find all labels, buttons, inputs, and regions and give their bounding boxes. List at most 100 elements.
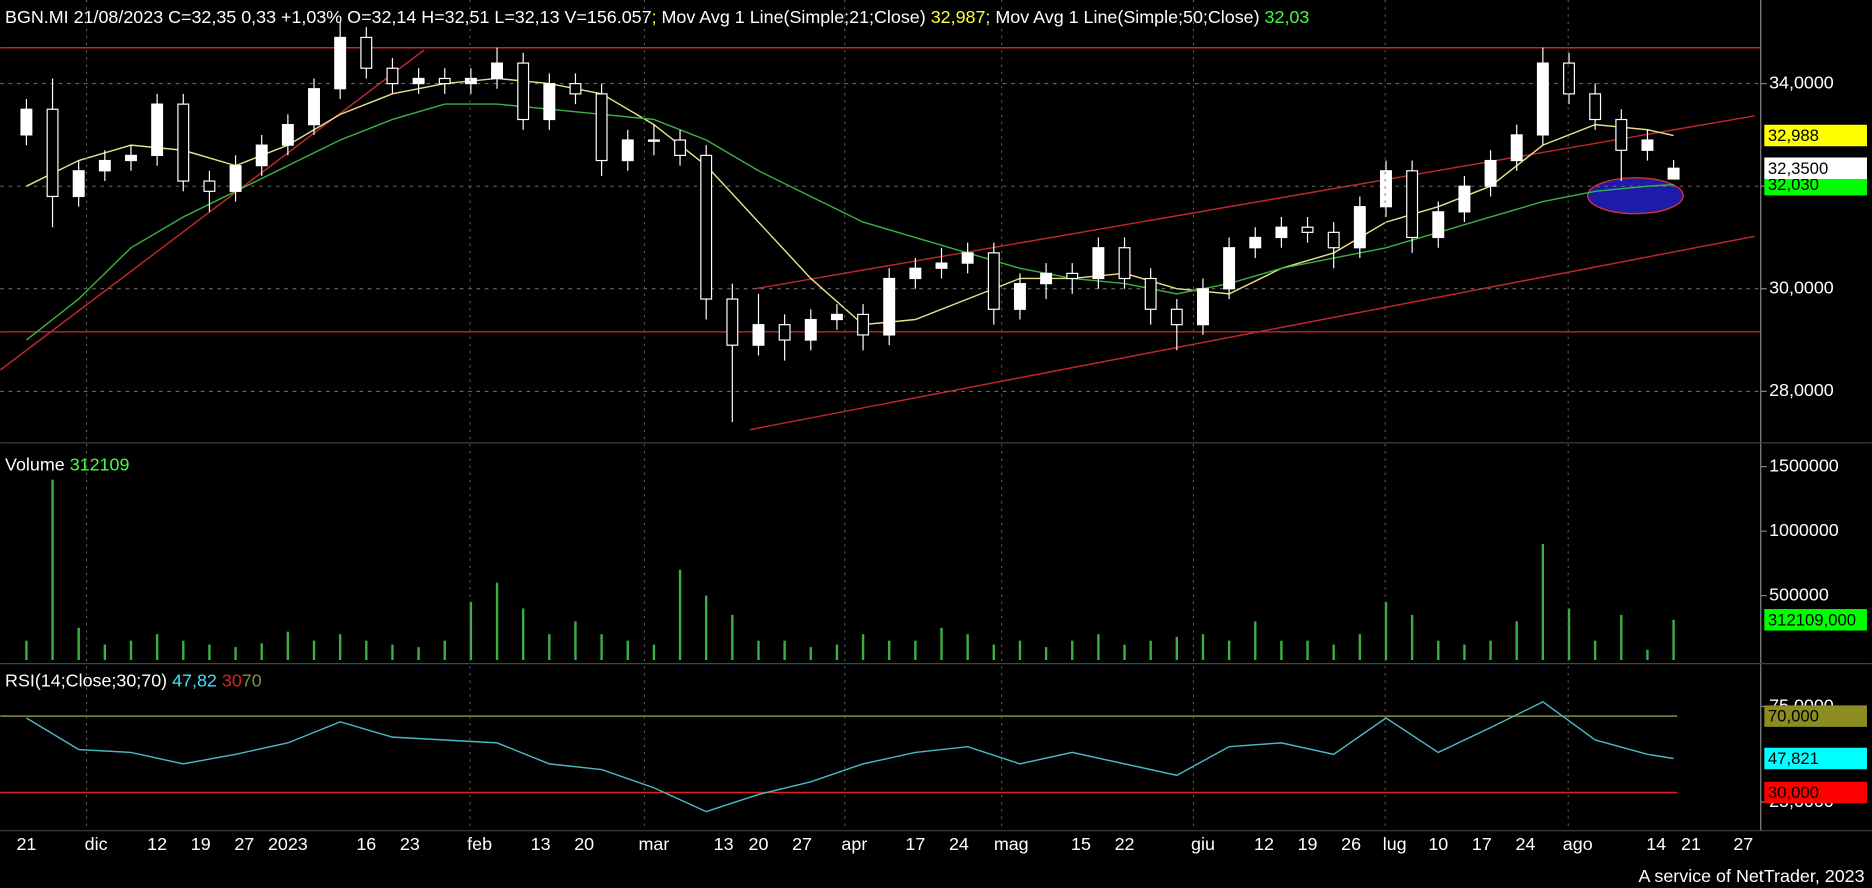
y-tick-label: 500000 (1769, 584, 1829, 604)
volume-bar (1044, 647, 1048, 661)
candle-body (830, 313, 843, 321)
separator: ; (985, 7, 995, 27)
value-tag (1764, 705, 1867, 727)
highlight-ellipse (1586, 177, 1684, 215)
x-tick-label: 2023 (268, 834, 308, 854)
candle-body (1615, 118, 1628, 151)
volume-bar (548, 634, 551, 661)
y-tick-label: 28,0000 (1769, 380, 1834, 400)
x-tick-label: 17 (1472, 834, 1492, 854)
ma21-value: 32,987 (931, 7, 986, 27)
candle-body (229, 165, 242, 192)
x-tick-label: 17 (905, 834, 925, 854)
volume-bar (1254, 621, 1257, 661)
candle-body (203, 180, 216, 192)
candle-body (1406, 170, 1419, 239)
volume-bar (365, 640, 368, 661)
x-tick-label: 26 (1341, 834, 1361, 854)
candle-body (1196, 288, 1209, 326)
volume-bar (1672, 619, 1675, 661)
candle-body (1667, 167, 1680, 180)
candle-body (386, 67, 399, 85)
channel-upper (754, 115, 1755, 290)
x-tick-label: 14 (1646, 834, 1666, 854)
volume-bar (103, 644, 107, 661)
ma50-value: 32,03 (1265, 7, 1310, 27)
rsi-level: 30 (222, 670, 242, 690)
x-tick-label: 24 (949, 834, 969, 854)
volume-bar (1097, 634, 1100, 661)
volume-bar (626, 640, 629, 661)
candle-body (1275, 226, 1288, 239)
line (26, 700, 1674, 813)
candle-body (281, 124, 294, 146)
volume-bar (1227, 640, 1231, 661)
candle-body (935, 262, 948, 269)
candle-body (647, 139, 660, 142)
x-tick-label: 24 (1515, 834, 1535, 854)
candle-body (1589, 93, 1602, 121)
candle-body (1380, 170, 1392, 208)
x-tick-label: 23 (400, 834, 420, 854)
rsi-title: RSI(14;Close;30;70) (5, 670, 167, 690)
x-tick-label: mag (994, 834, 1029, 854)
volume-bar (25, 640, 28, 661)
volume-bar (1071, 640, 1074, 661)
x-tick-label: 12 (1254, 834, 1274, 854)
value-tag (1764, 781, 1867, 804)
candle-body (569, 83, 582, 95)
candle-body (700, 154, 713, 300)
value-tag (1764, 173, 1867, 196)
y-tick-label: 1500000 (1769, 455, 1839, 475)
candle-body (674, 139, 687, 157)
candle-body (1013, 283, 1026, 310)
volume-bar (208, 644, 211, 661)
x-tick-label: 12 (147, 834, 167, 854)
value-tag (1764, 157, 1867, 179)
candle-body (778, 324, 791, 341)
value-tag-label: 32,988 (1768, 126, 1819, 145)
candle-body (961, 252, 974, 264)
candle-body (334, 36, 347, 90)
value-tag-label: 70,000 (1768, 707, 1819, 726)
rsi-level: 70 (242, 670, 262, 690)
volume-bar (835, 644, 839, 661)
candle-body (1563, 62, 1575, 95)
volume-bar (495, 582, 499, 661)
x-tick-label: 19 (191, 834, 211, 854)
ma21-name: Mov Avg 1 Line(Simple;21;Close) (662, 7, 926, 27)
volume-bar (1358, 634, 1362, 661)
candle-body (1249, 236, 1262, 249)
value-tag-label: 312109,000 (1768, 610, 1856, 629)
candle-body (1458, 185, 1471, 213)
x-tick-label: lug (1383, 834, 1407, 854)
candle-body (1510, 134, 1523, 162)
volume-bar (1437, 640, 1440, 661)
candle-body (1040, 272, 1053, 285)
volume-bar (1280, 640, 1283, 661)
volume-bar (182, 640, 185, 661)
volume-bar (783, 640, 786, 661)
volume-bar (861, 634, 865, 661)
candle-body (543, 83, 556, 121)
volume-bar (338, 634, 342, 661)
volume-bar (757, 640, 760, 661)
volume-bar (1175, 636, 1179, 661)
candle-body (1484, 159, 1497, 187)
volume-bar (1384, 602, 1388, 661)
header: BGN.MI 21/08/2023 C=32,35 0,33 +1,03% O=… (5, 7, 1309, 27)
trend-line (0, 49, 425, 371)
volume-bar (940, 627, 943, 661)
volume-bar (312, 640, 316, 661)
volume-bar (1646, 649, 1649, 661)
volume-bar (705, 595, 708, 661)
line (26, 77, 1674, 326)
y-tick-label: 1000000 (1769, 520, 1839, 540)
rsi-label: RSI(14;Close;30;70) 47,82 3070 (5, 670, 262, 690)
volume-bar (888, 640, 891, 661)
candle-body (1432, 211, 1445, 239)
volume-label: Volume 312109 (5, 454, 129, 474)
x-tick-label: giu (1191, 834, 1215, 854)
volume-bar (1515, 621, 1518, 661)
